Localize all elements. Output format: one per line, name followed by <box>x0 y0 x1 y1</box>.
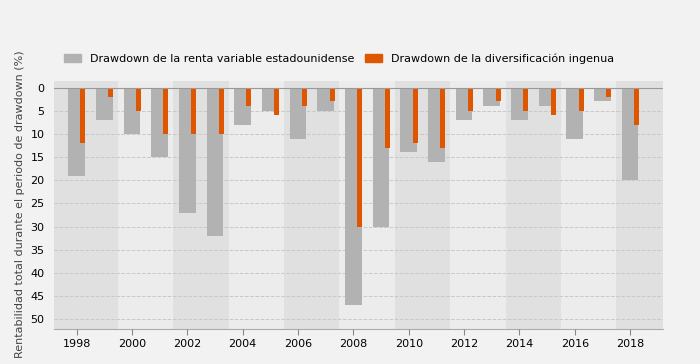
Bar <box>108 88 113 97</box>
Bar <box>151 88 168 157</box>
Bar <box>428 88 444 162</box>
Bar <box>561 80 616 329</box>
Bar <box>400 88 417 153</box>
Bar <box>174 80 229 329</box>
Bar <box>219 88 224 134</box>
Bar <box>246 88 251 106</box>
Bar <box>606 88 611 97</box>
Bar <box>164 88 169 134</box>
Bar <box>191 88 196 134</box>
Bar <box>511 88 528 120</box>
Bar <box>234 88 251 124</box>
Bar <box>395 80 450 329</box>
Bar <box>616 80 664 329</box>
Bar <box>229 80 284 329</box>
Bar <box>317 88 334 111</box>
Bar <box>124 88 140 134</box>
Bar <box>68 88 85 175</box>
Bar <box>330 88 335 102</box>
Bar <box>262 88 279 111</box>
Bar <box>284 80 340 329</box>
Bar <box>566 88 583 139</box>
Bar <box>96 88 113 120</box>
Bar <box>55 80 118 329</box>
Bar <box>579 88 584 111</box>
Bar <box>302 88 307 106</box>
Bar <box>484 88 500 106</box>
Bar <box>179 88 195 213</box>
Bar <box>634 88 639 124</box>
Bar <box>456 88 472 120</box>
Bar <box>357 88 362 227</box>
Bar <box>496 88 500 102</box>
Bar <box>340 80 395 329</box>
Bar <box>468 88 473 111</box>
Bar <box>551 88 556 115</box>
Bar <box>80 88 85 143</box>
Bar <box>206 88 223 236</box>
Bar <box>594 88 610 102</box>
Bar <box>440 88 445 148</box>
Bar <box>345 88 362 305</box>
Bar <box>524 88 528 111</box>
Bar <box>372 88 389 227</box>
Bar <box>290 88 307 139</box>
Bar <box>412 88 417 143</box>
Bar <box>622 88 638 180</box>
Legend: Drawdown de la renta variable estadounidense, Drawdown de la diversificación ing: Drawdown de la renta variable estadounid… <box>60 49 619 68</box>
Bar <box>274 88 279 115</box>
Bar <box>539 88 555 106</box>
Bar <box>505 80 561 329</box>
Bar <box>136 88 141 111</box>
Bar <box>118 80 174 329</box>
Y-axis label: Rentabilidad total durante el periodo de drawdown (%): Rentabilidad total durante el periodo de… <box>15 51 25 359</box>
Bar <box>450 80 505 329</box>
Bar <box>385 88 390 148</box>
